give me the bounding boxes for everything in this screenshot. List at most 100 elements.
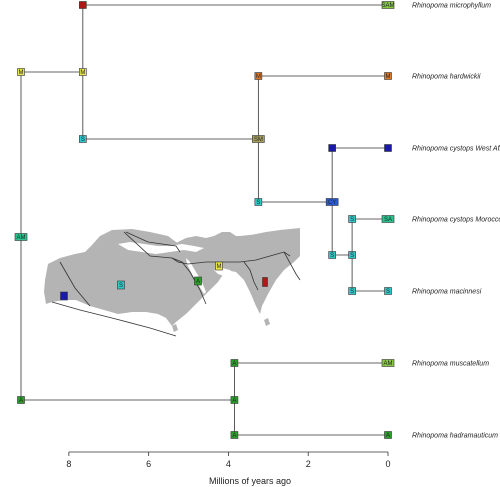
tip-marker-6-label: AM	[384, 361, 393, 367]
node-marker-n_sa_bottom-label: S	[350, 289, 354, 295]
node-marker-n_cy-box	[325, 198, 339, 206]
axis-tick-label: 4	[226, 459, 231, 469]
node-marker-n_big_bottom-label: S	[81, 137, 85, 143]
tip-marker-4-label: SA	[384, 217, 392, 223]
tip-marker-1-box	[381, 1, 395, 9]
node-marker-root: AM	[14, 233, 28, 241]
tip-marker-5: S	[384, 287, 392, 295]
node-marker-n_upper: M	[17, 68, 25, 76]
node-marker-n_lower: A	[17, 396, 25, 404]
taxon-label: Rhinopoma microphyllum	[412, 3, 491, 10]
node-marker-n_big_bottom: S	[79, 135, 87, 143]
node-marker-n_big_top	[79, 1, 87, 9]
taxon-label: Rhinopoma cystops Morocco	[412, 217, 500, 224]
node-marker-n_big-label: M	[80, 70, 85, 76]
tree-branches	[20, 4, 388, 436]
node-marker-n_am_top-box	[230, 359, 239, 367]
tip-marker-7-label: A	[386, 433, 390, 439]
map-region-marker-box	[60, 291, 68, 301]
taxon-label: Rhinopoma hadramauticum	[412, 433, 498, 440]
node-marker-n_lower-label: A	[19, 398, 23, 404]
map-region-marker	[262, 277, 268, 287]
node-marker-n_sm_top-label: M	[256, 74, 261, 80]
map-region-boundaries	[51, 231, 301, 337]
node-marker-n_am_top: A	[230, 359, 239, 367]
taxon-label: Rhinopoma macinnesi	[412, 289, 482, 296]
axis-tick-label: 2	[306, 459, 311, 469]
node-marker-root-label: AM	[17, 235, 26, 241]
node-marker-n_am_top-label: A	[232, 361, 236, 367]
taxon-label: Rhinopoma cystops West Africa	[412, 146, 500, 153]
tip-marker-7: A	[384, 431, 392, 439]
node-marker-n_cy: CY	[325, 198, 339, 206]
node-marker-n_sa-box	[348, 251, 356, 259]
tip-marker-4-box	[381, 215, 395, 223]
node-marker-n_sm_top-box	[254, 72, 263, 80]
tip-marker-1-label: SAM	[381, 3, 394, 9]
node-marker-n_upper-box	[17, 68, 25, 76]
taxon-labels: Rhinopoma microphyllum Rhinopoma hardwick…	[412, 3, 500, 440]
tip-marker-5-label: S	[386, 289, 390, 295]
node-marker-n_lower-box	[17, 396, 25, 404]
map-landmass-north-africa	[44, 229, 300, 326]
node-marker-root-box	[14, 233, 28, 241]
map-region-marker-box	[117, 280, 125, 290]
node-marker-n_sm-label: SM	[254, 137, 263, 143]
axis-tick-label: 8	[66, 459, 71, 469]
tip-marker-6-box	[381, 359, 395, 367]
node-marker-n_am_bottom-label: A	[232, 433, 236, 439]
node-marker-n_sm_bottom-label: S	[256, 200, 260, 206]
node-marker-n_big-box	[79, 68, 87, 76]
map-region-markers: S A M	[60, 261, 268, 301]
node-marker-n_upper-label: M	[19, 70, 24, 76]
axis-tick-label: 6	[146, 459, 151, 469]
taxon-label: Rhinopoma hardwickii	[412, 74, 481, 81]
node-marker-n_sa_top-label: S	[350, 217, 354, 223]
axis-tick-label: 0	[385, 459, 390, 469]
node-marker-n_sa_bottom: S	[348, 287, 356, 295]
node-marker-n_sm_bottom-box	[254, 198, 263, 206]
tip-marker-2-box	[384, 72, 392, 80]
node-marker-n_am-label: A	[232, 398, 236, 404]
map-region-marker-box	[194, 276, 202, 286]
map-region-marker: A	[194, 276, 202, 286]
map-region-marker: M	[215, 261, 223, 271]
node-marker-n_sm: SM	[252, 135, 265, 143]
node-marker-n_am-box	[230, 396, 239, 404]
node-marker-n_sa: S	[348, 251, 356, 259]
node-marker-n_big_top-box	[79, 1, 87, 9]
node-marker-n_sa_top-box	[348, 215, 356, 223]
node-marker-n_sa_bottom-box	[348, 287, 356, 295]
map-region-marker	[60, 291, 68, 301]
node-marker-n_sm-box	[252, 135, 265, 143]
axis-ticks: 8 6 4 2 0	[66, 452, 391, 469]
node-marker-n_cy_bottom-box	[328, 251, 336, 259]
map-region-marker-label: A	[196, 279, 200, 285]
taxon-label: Rhinopoma muscatellum	[412, 361, 489, 368]
node-marker-n_cy_bottom: S	[328, 251, 336, 259]
map-region-marker-label: S	[119, 283, 123, 289]
tip-marker-7-box	[384, 431, 392, 439]
node-marker-n_cy-label: CY	[328, 200, 336, 206]
node-marker-n_am_bottom-box	[230, 431, 239, 439]
map-sea-mediterranean	[118, 242, 204, 254]
map-region-marker-box	[262, 277, 268, 287]
node-marker-n_sa_top: S	[348, 215, 356, 223]
node-marker-n_sm_top: M	[254, 72, 263, 80]
node-marker-n_sa-label: S	[350, 253, 354, 259]
map-region-marker-label: M	[217, 264, 222, 270]
time-axis: 8 6 4 2 0 Millions of years ago	[66, 451, 391, 486]
tip-marker-3-box	[384, 144, 392, 152]
axis-title: Millions of years ago	[209, 476, 291, 486]
node-marker-n_cy_bottom-label: S	[330, 253, 334, 259]
map-sea-persian-gulf	[214, 268, 236, 278]
node-marker-n_big_bottom-box	[79, 135, 87, 143]
tip-marker-3	[384, 144, 392, 152]
tip-marker-1: SAM	[381, 1, 395, 9]
tip-marker-5-box	[384, 287, 392, 295]
node-marker-n_am_bottom: A	[230, 431, 239, 439]
map-region-marker: S	[117, 280, 125, 290]
map-island-madagascar-tip	[172, 324, 178, 332]
